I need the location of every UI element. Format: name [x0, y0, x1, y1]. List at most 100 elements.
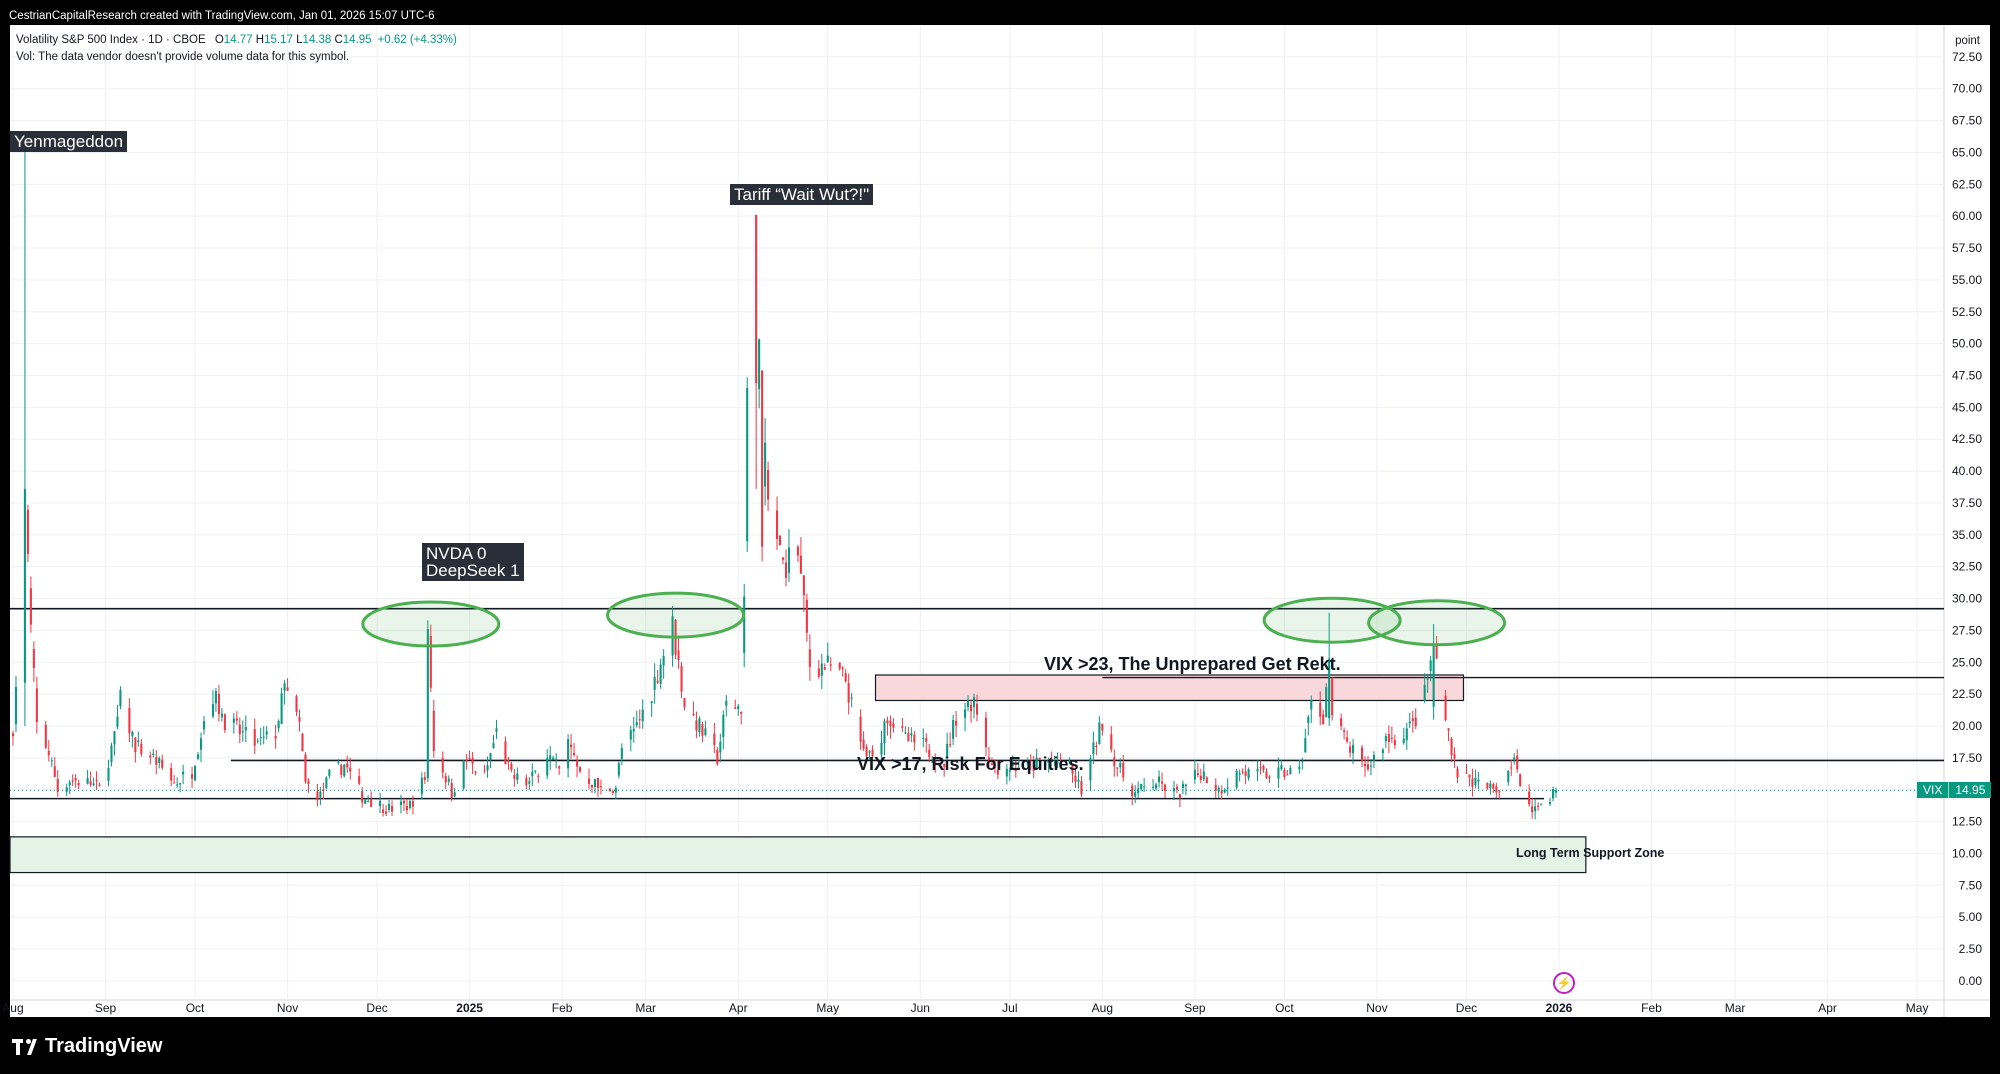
- badge-symbol: VIX: [1923, 783, 1943, 798]
- candle-body: [1298, 766, 1301, 770]
- candle-body: [513, 774, 516, 779]
- annotation-vix17[interactable]: VIX >17, Risk For Equities.: [857, 754, 1084, 774]
- candle-body: [1196, 773, 1199, 776]
- candle-body: [161, 759, 164, 768]
- candle-body: [859, 716, 862, 742]
- candle-body: [1035, 757, 1038, 768]
- candle-body: [137, 740, 140, 742]
- candle-body: [1349, 746, 1352, 753]
- price-tick-label: 40.00: [1952, 464, 1982, 478]
- candle-body: [1352, 744, 1355, 754]
- candle-body: [98, 784, 101, 786]
- candle-body: [1238, 773, 1241, 775]
- candle-body: [1513, 757, 1516, 761]
- candle-body: [1280, 765, 1283, 770]
- price-tick-label: 62.50: [1952, 177, 1982, 191]
- candle-body: [620, 748, 623, 759]
- price-chart[interactable]: 0.002.505.007.5010.0012.5015.0017.5020.0…: [0, 0, 2000, 1017]
- candle-body: [462, 760, 465, 789]
- candle-body: [892, 723, 895, 728]
- candle-body: [1528, 791, 1531, 805]
- candle-body: [758, 339, 761, 389]
- bottom-bar: [0, 1017, 2000, 1074]
- candle-body: [537, 775, 540, 777]
- candle-body: [244, 727, 247, 731]
- candle-body: [92, 783, 95, 785]
- price-tick-label: 20.00: [1952, 719, 1982, 733]
- candle-body: [211, 704, 214, 717]
- time-tick-label: Jul: [1002, 1001, 1017, 1015]
- candle-body: [495, 728, 498, 732]
- price-axis[interactable]: 0.002.505.007.5010.0012.5015.0017.5020.0…: [1952, 50, 1982, 988]
- candle-body: [382, 809, 385, 813]
- candle-body: [865, 746, 868, 757]
- candle-body: [573, 752, 576, 756]
- symbol-legend[interactable]: Volatility S&P 500 Index · 1D · CBOE O14…: [16, 34, 457, 46]
- candle-body: [387, 803, 391, 810]
- candle-body: [1366, 764, 1370, 770]
- highlight-ellipse: [361, 600, 501, 648]
- annotation-tariff[interactable]: Tariff “Wait Wut?!": [730, 184, 874, 205]
- candle-body: [967, 700, 970, 708]
- candle-body: [1474, 777, 1477, 786]
- candle-body: [286, 687, 289, 691]
- candle-body: [1304, 738, 1307, 753]
- candle-body: [170, 768, 173, 781]
- candle-body: [56, 778, 59, 792]
- candle-body: [746, 388, 749, 542]
- candle-body: [546, 757, 549, 776]
- annotation-vix23[interactable]: VIX >23, The Unprepared Get Rekt.: [1044, 654, 1341, 674]
- badge-value: 14.95: [1955, 783, 1986, 798]
- candle-body: [632, 728, 635, 732]
- candle-body: [1519, 774, 1522, 786]
- candle-body: [1184, 784, 1187, 786]
- annotation-yenmageddon[interactable]: Yenmageddon: [10, 131, 128, 152]
- tradingview-mark-icon: [12, 1038, 39, 1055]
- candle-body: [1340, 718, 1343, 727]
- candle-body: [934, 761, 937, 764]
- candle-body: [1202, 771, 1205, 780]
- candle-body: [1507, 770, 1510, 783]
- candle-body: [579, 767, 582, 772]
- candle-body: [901, 726, 904, 728]
- candle-body: [346, 763, 349, 768]
- candle-body: [1492, 784, 1495, 789]
- time-tick-label: May: [816, 1001, 839, 1015]
- candle-body: [474, 771, 477, 773]
- candle-body: [465, 760, 468, 762]
- candle-body: [390, 806, 394, 812]
- time-tick-label: Apr: [1818, 1001, 1837, 1015]
- candle-body: [570, 744, 573, 748]
- price-tick-label: 25.00: [1952, 655, 1982, 669]
- candle-body: [1369, 765, 1373, 767]
- candle-body: [955, 720, 958, 726]
- candle-body: [119, 689, 122, 707]
- candle-body: [844, 673, 847, 682]
- candle-body: [593, 779, 597, 787]
- candle-body: [516, 773, 519, 780]
- candle-body: [253, 729, 256, 746]
- annotation-support-zone[interactable]: Long Term Support Zone: [1516, 846, 1665, 860]
- symbol-title: Volatility S&P 500 Index · 1D · CBOE: [16, 34, 206, 46]
- candle-body: [432, 710, 435, 751]
- candle-body: [850, 697, 853, 699]
- candle-body: [871, 749, 874, 757]
- candle-body: [1205, 777, 1208, 784]
- candle-body: [44, 724, 47, 748]
- time-axis[interactable]: Aug Sep Oct Nov Dec 2025 Feb Mar Apr May Jun Jul Aug…: [2, 1001, 1928, 1015]
- candle-body: [128, 708, 131, 734]
- candle-body: [152, 753, 155, 756]
- last-price-badge: VIX 14.95: [1917, 782, 1992, 799]
- time-tick-label: Oct: [186, 1001, 205, 1015]
- candle-body: [802, 575, 805, 596]
- time-tick-label: Oct: [1275, 1001, 1294, 1015]
- candle-body: [1301, 761, 1304, 763]
- candle-body: [913, 734, 916, 743]
- annotation-nvda-deepseek[interactable]: NVDA 0 DeepSeek 1: [422, 543, 524, 581]
- candle-body: [1116, 767, 1119, 769]
- candle-body: [1017, 768, 1020, 770]
- candle-body: [1414, 717, 1417, 727]
- flash-icon[interactable]: ⚡: [1553, 972, 1575, 994]
- candle-body: [910, 733, 913, 736]
- candle-body: [1244, 771, 1247, 777]
